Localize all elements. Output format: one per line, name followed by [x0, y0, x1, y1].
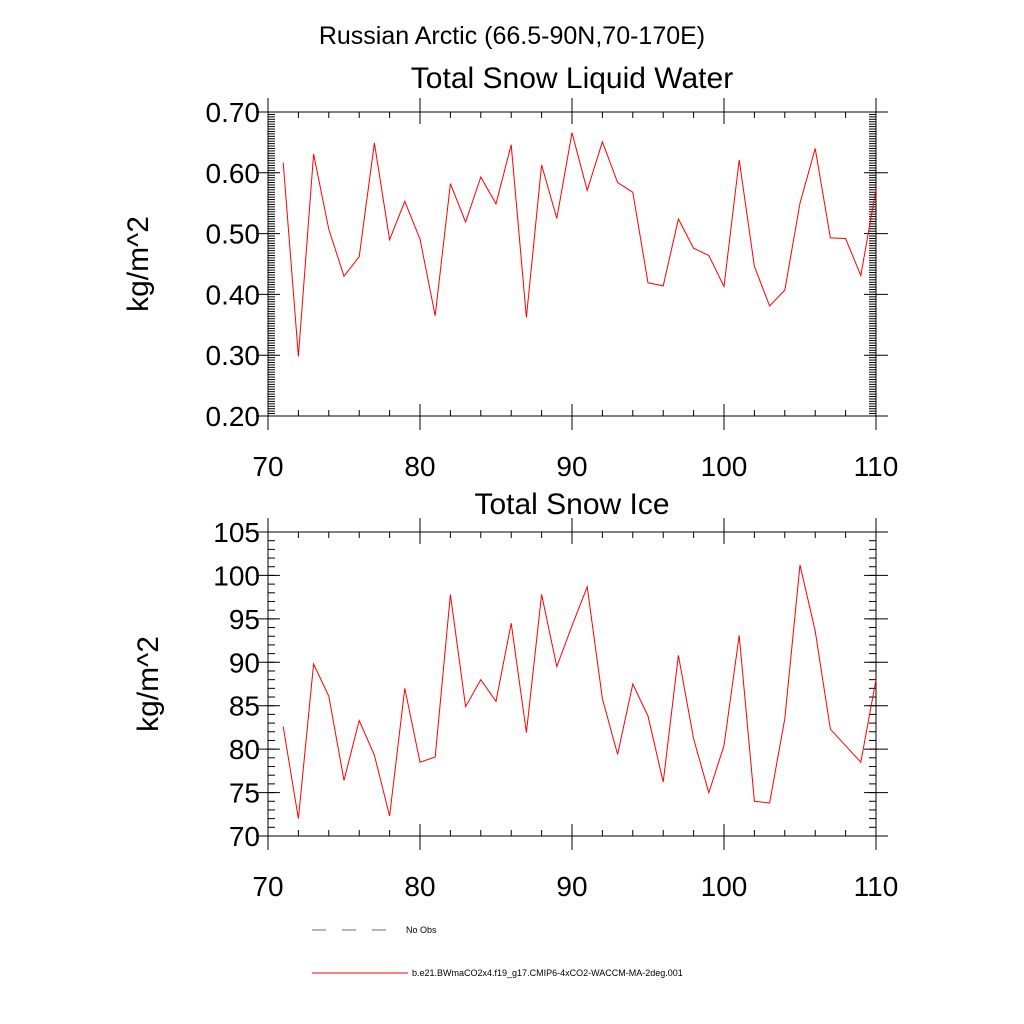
x-tick-label: 110: [854, 871, 899, 902]
chart-title: Total Snow Liquid Water: [411, 62, 733, 95]
x-tick-label: 100: [701, 451, 748, 482]
y-tick-label: 0.50: [206, 219, 261, 250]
series-line: [282, 132, 877, 357]
series-line: [282, 564, 877, 819]
y-tick-label: 0.70: [206, 97, 261, 128]
y-tick-label: 95: [229, 604, 260, 635]
y-tick-label: 0.30: [206, 340, 261, 371]
y-tick-label: 0.60: [206, 158, 261, 189]
y-tick-label: 80: [229, 734, 260, 765]
y-tick-label: 75: [229, 778, 260, 809]
x-tick-label: 80: [404, 451, 435, 482]
y-tick-label: 0.40: [206, 279, 261, 310]
y-tick-label: 0.20: [206, 401, 261, 432]
panel-snow-liquid-water: Total Snow Liquid Water 0.20 0.30 0.40 0.50 0…: [122, 62, 898, 482]
legend: No Obs b.e21.BWmaCO2x4.f19_g17.CMIP6-4xC…: [312, 925, 683, 978]
y-tick-label: 85: [229, 691, 260, 722]
y-tick-label: 90: [229, 647, 260, 678]
chart-title: Total Snow Ice: [474, 488, 669, 521]
figure-supertitle: Russian Arctic (66.5-90N,70-170E): [319, 22, 705, 50]
legend-label-no-obs: No Obs: [406, 925, 437, 935]
x-tick-label: 110: [854, 451, 899, 482]
x-tick-label: 100: [701, 871, 748, 902]
x-tick-label: 90: [556, 451, 587, 482]
y-tick-label: 100: [213, 560, 260, 591]
plot-frame: [267, 531, 877, 837]
x-tick-label: 90: [556, 871, 587, 902]
panel-snow-ice: Total Snow Ice 70 75 80 85 90 95 100 105 70 80 90 10…: [132, 488, 898, 902]
y-tick-label: 70: [229, 821, 260, 852]
x-tick-label: 80: [404, 871, 435, 902]
plot-frame: [267, 111, 877, 417]
x-tick-label: 70: [252, 871, 283, 902]
legend-label-model: b.e21.BWmaCO2x4.f19_g17.CMIP6-4xCO2-WACC…: [412, 968, 683, 978]
y-axis-label: kg/m^2: [122, 216, 155, 312]
y-tick-label: 105: [213, 517, 260, 548]
x-tick-label: 70: [252, 451, 283, 482]
y-axis-label: kg/m^2: [132, 636, 165, 732]
